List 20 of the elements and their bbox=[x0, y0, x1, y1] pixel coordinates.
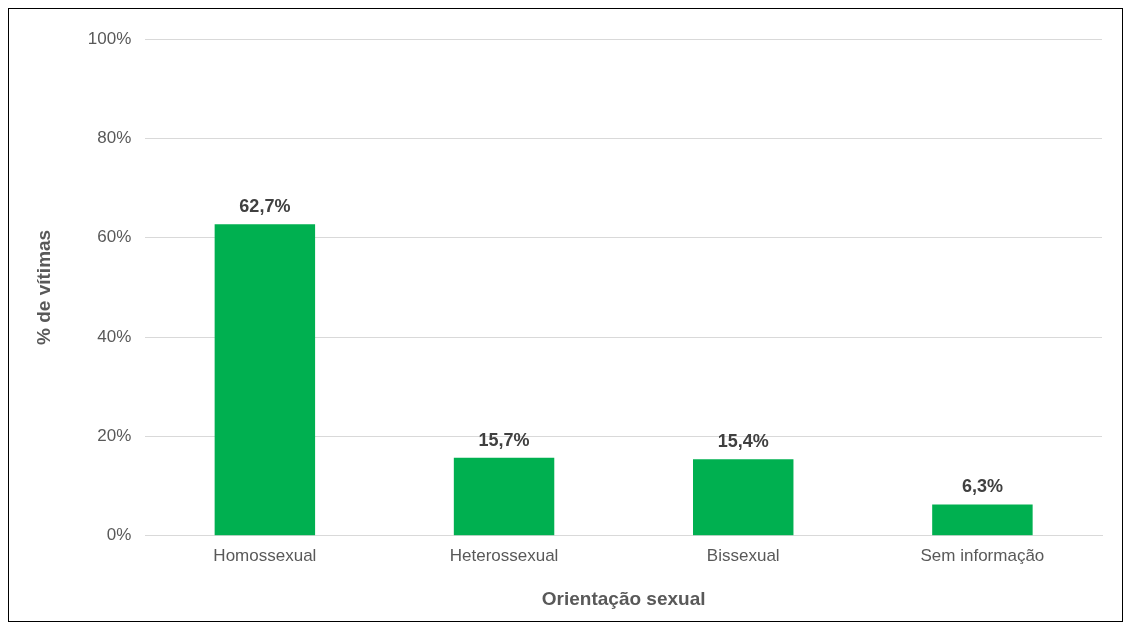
x-tick-label: Homossexual bbox=[213, 545, 317, 565]
y-tick-label: 80% bbox=[97, 128, 132, 148]
y-axis-title: % de vítimas bbox=[32, 229, 54, 345]
data-label: 15,7% bbox=[478, 429, 530, 450]
y-tick-label: 20% bbox=[97, 426, 132, 446]
data-label: 6,3% bbox=[961, 476, 1003, 497]
bar bbox=[693, 459, 794, 536]
y-tick-label: 60% bbox=[97, 227, 132, 247]
bar bbox=[214, 224, 316, 536]
x-tick-label: Heterossexual bbox=[449, 545, 559, 565]
x-tick-label: Sem informação bbox=[920, 545, 1045, 565]
data-label: 62,7% bbox=[239, 196, 291, 217]
y-tick-label: 100% bbox=[87, 28, 132, 48]
y-tick-label: 0% bbox=[106, 525, 132, 545]
data-label: 15,4% bbox=[717, 431, 769, 452]
y-tick-label: 40% bbox=[97, 326, 132, 346]
bar bbox=[453, 457, 555, 536]
bar bbox=[932, 504, 1033, 536]
x-axis-title: Orientação sexual bbox=[541, 587, 706, 609]
x-tick-label: Bissexual bbox=[706, 545, 780, 565]
